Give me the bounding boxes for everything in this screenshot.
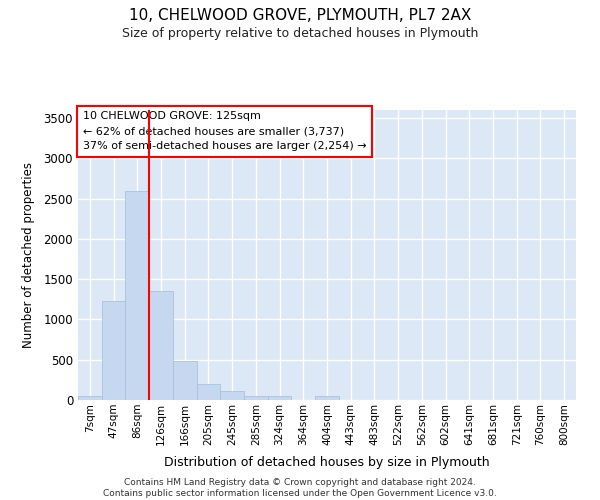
Bar <box>197 384 220 400</box>
Bar <box>78 396 102 400</box>
Text: Size of property relative to detached houses in Plymouth: Size of property relative to detached ho… <box>122 28 478 40</box>
Bar <box>149 291 173 400</box>
Bar <box>268 396 292 400</box>
Bar <box>173 360 197 400</box>
Text: Contains HM Land Registry data © Crown copyright and database right 2024.
Contai: Contains HM Land Registry data © Crown c… <box>103 478 497 498</box>
Bar <box>125 192 149 400</box>
Bar <box>220 391 244 400</box>
Bar <box>244 396 268 400</box>
Bar <box>102 301 125 400</box>
Y-axis label: Number of detached properties: Number of detached properties <box>22 162 35 348</box>
Text: 10 CHELWOOD GROVE: 125sqm
← 62% of detached houses are smaller (3,737)
37% of se: 10 CHELWOOD GROVE: 125sqm ← 62% of detac… <box>83 112 367 151</box>
X-axis label: Distribution of detached houses by size in Plymouth: Distribution of detached houses by size … <box>164 456 490 469</box>
Text: 10, CHELWOOD GROVE, PLYMOUTH, PL7 2AX: 10, CHELWOOD GROVE, PLYMOUTH, PL7 2AX <box>129 8 471 22</box>
Bar <box>315 396 339 400</box>
